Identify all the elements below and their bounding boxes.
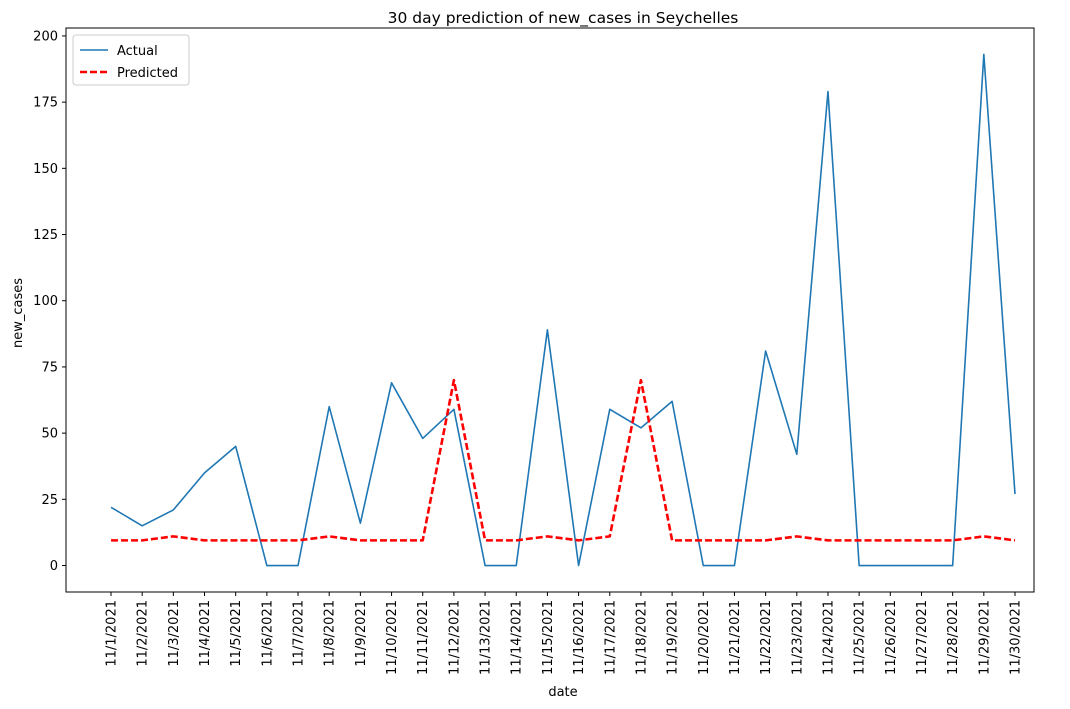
y-tick-label: 200 [33, 29, 58, 44]
x-tick-label: 11/30/2021 [1009, 600, 1024, 675]
x-tick-label: 11/24/2021 [821, 600, 836, 675]
x-tick-label: 11/14/2021 [510, 600, 525, 675]
x-tick-label: 11/22/2021 [759, 600, 774, 675]
x-tick-label: 11/13/2021 [479, 600, 494, 675]
x-tick-label: 11/26/2021 [884, 600, 899, 675]
x-tick-label: 11/20/2021 [697, 600, 712, 675]
series-layer [110, 53, 1016, 567]
y-axis: 0 25 50 75 100 125 150 175 200 [33, 29, 66, 574]
legend-label-predicted: Predicted [117, 66, 178, 81]
x-tick-label: 11/6/2021 [260, 600, 275, 667]
x-tick-label: 11/17/2021 [603, 600, 618, 675]
series-line-actual [110, 53, 1016, 567]
x-tick-label: 11/21/2021 [728, 600, 743, 675]
x-tick-label: 11/29/2021 [977, 600, 992, 675]
x-tick-label: 11/8/2021 [323, 600, 338, 667]
x-tick-label: 11/3/2021 [167, 600, 182, 667]
y-tick-label: 50 [41, 427, 58, 442]
plot-area [65, 27, 1035, 593]
x-tick-label: 11/11/2021 [416, 600, 431, 675]
legend: Actual Predicted [72, 34, 190, 86]
x-tick-label: 11/27/2021 [915, 600, 930, 675]
y-tick-label: 75 [41, 360, 58, 375]
x-tick-label: 11/2/2021 [136, 600, 151, 667]
x-tick-label: 11/5/2021 [229, 600, 244, 667]
x-tick-label: 11/18/2021 [634, 600, 649, 675]
y-tick-label: 175 [33, 96, 58, 111]
x-tick-label: 11/23/2021 [790, 600, 805, 675]
x-tick-label: 11/15/2021 [541, 600, 556, 675]
x-tick-label: 11/16/2021 [572, 600, 587, 675]
x-tick-label: 11/1/2021 [105, 600, 120, 667]
x-tick-label: 11/7/2021 [292, 600, 307, 667]
chart-title: 30 day prediction of new_cases in Seyche… [388, 9, 739, 28]
y-tick-label: 25 [41, 493, 58, 508]
y-axis-title: new_cases [11, 278, 26, 348]
x-tick-label: 11/9/2021 [354, 600, 369, 667]
x-tick-label: 11/19/2021 [666, 600, 681, 675]
x-tick-label: 11/10/2021 [385, 600, 400, 675]
y-tick-label: 150 [33, 162, 58, 177]
x-tick-label: 11/4/2021 [198, 600, 213, 667]
x-tick-label: 11/25/2021 [853, 600, 868, 675]
y-tick-label: 100 [33, 294, 58, 309]
legend-label-actual: Actual [117, 44, 158, 59]
x-axis: 11/1/2021 11/2/2021 11/3/2021 11/4/2021 11/5… [105, 592, 1024, 675]
x-axis-title: date [548, 685, 577, 700]
y-tick-label: 125 [33, 228, 58, 243]
x-tick-label: 11/28/2021 [946, 600, 961, 675]
x-tick-label: 11/12/2021 [447, 600, 462, 675]
series-line-predicted [111, 378, 1016, 542]
y-tick-label: 0 [50, 559, 58, 574]
